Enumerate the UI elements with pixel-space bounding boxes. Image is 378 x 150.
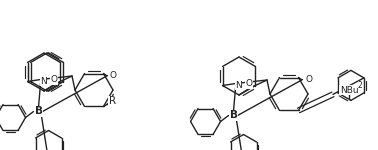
Text: O: O — [305, 75, 312, 84]
Text: B: B — [229, 111, 237, 120]
Text: O: O — [245, 80, 253, 88]
Text: B: B — [34, 106, 43, 117]
Text: R: R — [109, 96, 116, 106]
Text: N: N — [40, 77, 47, 86]
Text: O: O — [51, 75, 57, 84]
Text: 2: 2 — [358, 81, 363, 90]
Text: N: N — [235, 81, 242, 90]
Text: NBu: NBu — [339, 86, 358, 95]
Text: O: O — [110, 71, 117, 80]
